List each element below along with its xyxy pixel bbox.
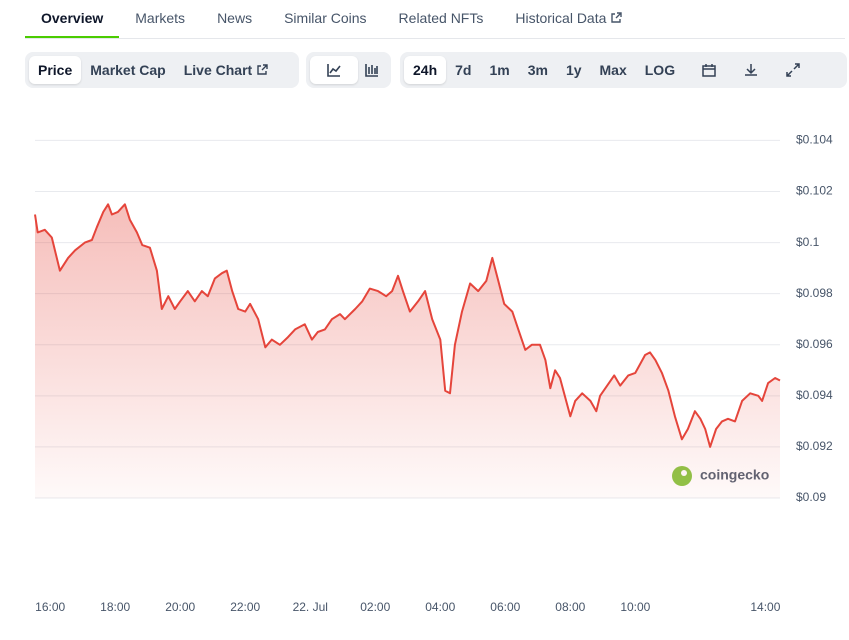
chart-tabs: Price Market Cap Live Chart	[25, 52, 299, 88]
price-line	[34, 203, 781, 448]
x-tick-label: 20:00	[165, 600, 195, 614]
tab-label: Overview	[41, 10, 104, 26]
range-button-label: 1y	[565, 62, 582, 78]
range-button[interactable]: 24h	[404, 56, 447, 84]
y-tick-label: $0.094	[796, 388, 833, 402]
candle-chart-button[interactable]	[358, 56, 388, 84]
x-tick-label: 02:00	[360, 600, 390, 614]
icon	[702, 64, 716, 77]
range-button-label: Max	[599, 62, 627, 78]
icon	[745, 64, 758, 76]
watermark: coingecko	[700, 467, 769, 483]
logo-eye	[681, 470, 687, 476]
range-bar: 24h 7d 1m 3m 1y Max LOG	[400, 52, 847, 88]
tab-label: News	[217, 10, 253, 26]
tab[interactable]: Overview	[25, 0, 120, 38]
tab-label: Related NFTs	[398, 10, 484, 26]
tab-bar: Overview Markets News Similar Coins Related …	[25, 0, 845, 39]
range-button-label: LOG	[644, 62, 676, 78]
logo-icon	[672, 466, 692, 486]
range-button[interactable]: Max	[591, 56, 636, 84]
range-button[interactable]: 1y	[557, 56, 591, 84]
x-tick-label: 16:00	[35, 600, 65, 614]
x-tick-label: 08:00	[555, 600, 585, 614]
range-button[interactable]: 1m	[480, 56, 518, 84]
icon	[786, 63, 800, 77]
tab-label: Historical Data	[515, 10, 607, 26]
chart-tab-label: Price	[38, 62, 73, 78]
x-tick-label: 22:00	[230, 600, 260, 614]
chart-tab[interactable]: Live Chart	[175, 56, 277, 84]
tab[interactable]: Markets	[119, 0, 201, 37]
external-icon	[611, 12, 623, 23]
x-tick-label: 14:00	[750, 600, 780, 614]
range-button[interactable]: LOG	[636, 56, 684, 84]
chart-tab[interactable]: Price	[29, 56, 82, 84]
tab-label: Similar Coins	[284, 10, 367, 26]
y-tick-label: $0.1	[796, 235, 820, 249]
range-button[interactable]: 7d	[446, 56, 480, 84]
download-button[interactable]	[734, 56, 768, 84]
chart-tab-label: Live Chart	[183, 62, 253, 78]
y-tick-label: $0.09	[796, 490, 826, 504]
range-button-label: 3m	[527, 62, 548, 78]
y-tick-label: $0.102	[796, 184, 833, 198]
line-chart-button[interactable]	[310, 56, 358, 84]
y-tick-label: $0.098	[796, 286, 833, 300]
chart-tab-label: Market Cap	[90, 62, 166, 78]
x-tick-label: 22. Jul	[293, 600, 328, 614]
range-button-label: 24h	[413, 62, 438, 78]
y-tick-label: $0.104	[796, 133, 833, 147]
candle-icon	[365, 64, 379, 77]
external-icon	[257, 64, 268, 75]
range-button-label: 7d	[455, 62, 472, 78]
line-icon	[326, 64, 341, 77]
chart-tab[interactable]: Market Cap	[81, 56, 174, 84]
tab[interactable]: Similar Coins	[268, 0, 382, 37]
y-tick-label: $0.096	[796, 337, 833, 351]
tab[interactable]: Historical Data	[499, 0, 638, 37]
range-button[interactable]: 3m	[519, 56, 557, 84]
fullscreen-button[interactable]	[776, 56, 810, 84]
x-tick-label: 10:00	[620, 600, 650, 614]
tab-label: Markets	[135, 10, 186, 26]
chart-style	[306, 52, 391, 88]
tab[interactable]: Related NFTs	[383, 0, 500, 37]
x-tick-label: 18:00	[100, 600, 130, 614]
x-tick-label: 04:00	[425, 600, 455, 614]
calendar-button[interactable]	[692, 56, 726, 84]
x-tick-label: 06:00	[490, 600, 520, 614]
area-fill	[35, 204, 780, 499]
y-tick-label: $0.092	[796, 439, 833, 453]
range-button-label: 1m	[489, 62, 510, 78]
tab[interactable]: News	[201, 0, 268, 37]
